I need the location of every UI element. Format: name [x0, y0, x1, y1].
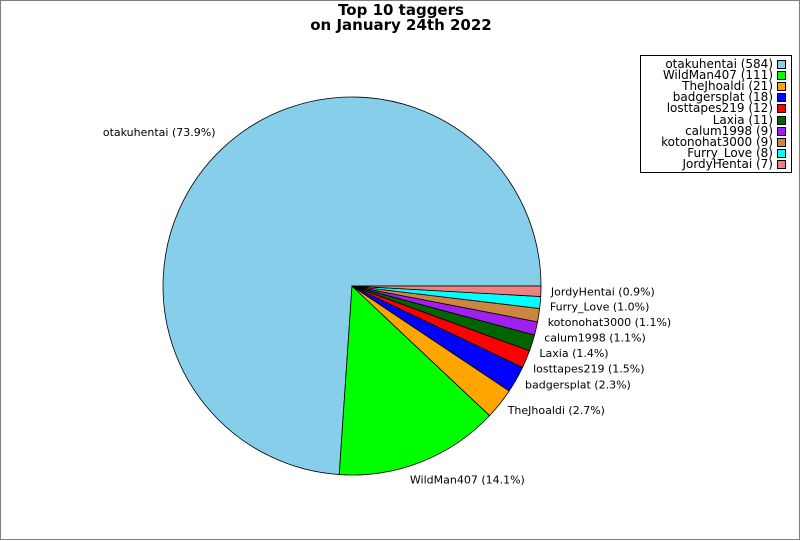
- pie-slice-wildman407: [338, 285, 491, 476]
- legend-item-jordyhentai: JordyHentai (7): [645, 156, 786, 171]
- legend-item-thejhoaldi: TheJhoaldi (21): [645, 79, 786, 94]
- legend-swatch: [777, 126, 786, 136]
- legend-swatch: [777, 93, 786, 103]
- legend-item-otakuhentai: otakuhentai (584): [645, 57, 786, 72]
- legend-item-kotonohat3000: kotonohat3000 (9): [645, 134, 786, 149]
- legend-swatch: [777, 137, 786, 147]
- legend-label: badgersplat (18): [672, 90, 773, 105]
- legend-item-calum1998: calum1998 (9): [645, 123, 786, 138]
- slice-label-wildman407: WildMan407 (14.1%): [410, 473, 525, 486]
- slice-label-otakuhentai: otakuhentai (73.9%): [103, 126, 216, 139]
- legend-swatch: [777, 104, 786, 114]
- legend-label: Furry_Love (8): [687, 145, 773, 160]
- chart-title: Top 10 taggers on January 24th 2022: [1, 3, 800, 33]
- legend-label: kotonohat3000 (9): [661, 134, 773, 149]
- slice-label-losttapes219: losttapes219 (1.5%): [533, 363, 644, 376]
- slice-label-laxia: Laxia (1.4%): [539, 347, 608, 360]
- slice-label-kotonohat3000: kotonohat3000 (1.1%): [548, 316, 672, 329]
- legend-swatch: [777, 115, 786, 125]
- legend-label: losttapes219 (12): [666, 101, 773, 116]
- legend-item-furry_love: Furry_Love (8): [645, 145, 786, 160]
- chart-title-line-1: Top 10 taggers: [338, 1, 464, 19]
- legend-label: Laxia (11): [712, 112, 773, 127]
- chart-title-line-2: on January 24th 2022: [310, 16, 492, 34]
- legend-swatch: [777, 82, 786, 92]
- legend-label: WildMan407 (111): [662, 68, 773, 83]
- legend-swatch: [777, 159, 786, 169]
- legend-item-losttapes219: losttapes219 (12): [645, 101, 786, 116]
- legend-label: JordyHentai (7): [682, 156, 773, 171]
- legend: otakuhentai (584) WildMan407 (111) TheJhoa…: [640, 55, 792, 173]
- legend-label: calum1998 (9): [685, 123, 773, 138]
- legend-item-badgersplat: badgersplat (18): [645, 90, 786, 105]
- legend-swatch: [777, 71, 786, 81]
- legend-label: TheJhoaldi (21): [682, 79, 773, 94]
- slice-label-furry_love: Furry_Love (1.0%): [550, 301, 650, 314]
- slice-label-badgersplat: badgersplat (2.3%): [525, 378, 631, 391]
- pie-slice-jordyhentai: [351, 285, 542, 297]
- slice-label-calum1998: calum1998 (1.1%): [544, 332, 646, 345]
- legend-swatch: [777, 148, 786, 158]
- legend-item-laxia: Laxia (11): [645, 112, 786, 127]
- legend-item-wildman407: WildMan407 (111): [645, 68, 786, 83]
- slice-label-jordyhentai: JordyHentai (0.9%): [550, 286, 655, 299]
- legend-label: otakuhentai (584): [665, 57, 773, 72]
- legend-swatch: [777, 60, 786, 70]
- slice-label-thejhoaldi: TheJhoaldi (2.7%): [507, 404, 605, 417]
